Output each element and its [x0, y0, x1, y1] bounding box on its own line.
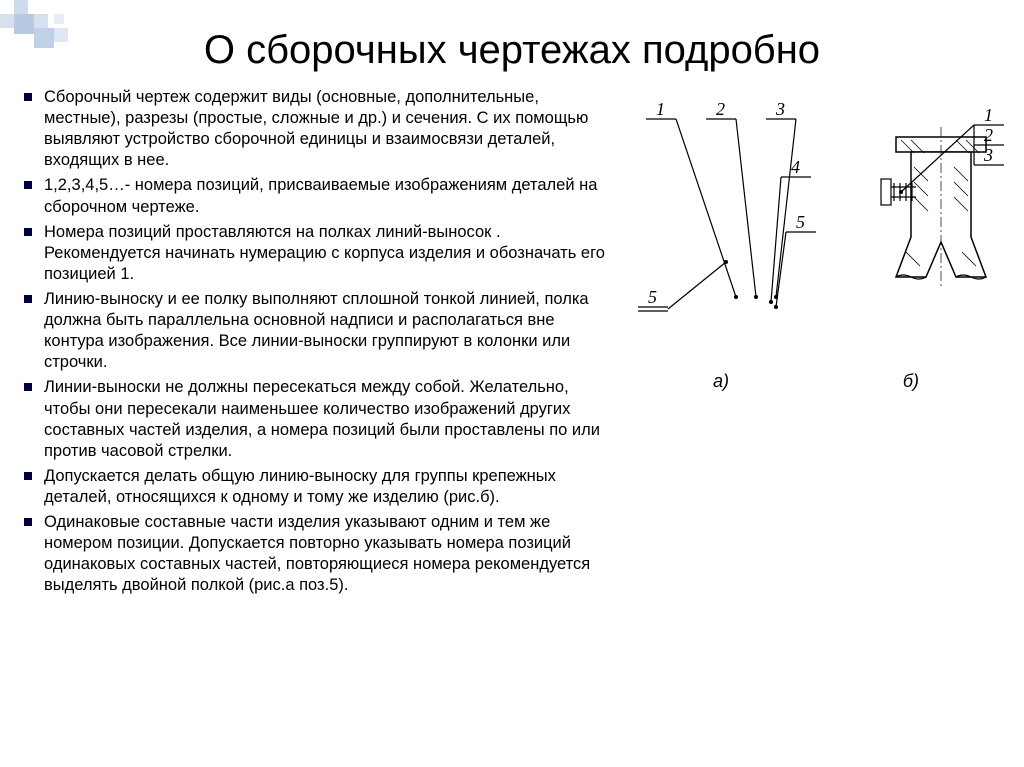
bullet-item: Линию-выноску и ее полку выполняют сплош… — [18, 289, 616, 373]
pos-number: 2 — [984, 125, 993, 145]
figure-label-b: б) — [903, 371, 919, 392]
bullet-item: Одинаковые составные части изделия указы… — [18, 512, 616, 596]
pos-number: 3 — [775, 99, 785, 119]
pos-number: 4 — [791, 157, 800, 177]
figure-label-a: а) — [713, 371, 729, 392]
pos-number: 5 — [648, 287, 657, 307]
bullet-item: Сборочный чертеж содержит виды (основные… — [18, 87, 616, 171]
corner-decoration — [0, 0, 90, 60]
bullet-item: 1,2,3,4,5…- номера позиций, присваиваемы… — [18, 175, 616, 217]
diagram-svg: 1 2 3 4 5 5 — [626, 97, 1006, 367]
text-column: Сборочный чертеж содержит виды (основные… — [18, 87, 626, 601]
pos-number: 2 — [716, 99, 725, 119]
pos-number: 5 — [796, 212, 805, 232]
figure-column: 1 2 3 4 5 5 — [626, 87, 1006, 601]
bullet-item: Допускается делать общую линию-выноску д… — [18, 466, 616, 508]
bullet-item: Номера позиций проставляются на полках л… — [18, 222, 616, 285]
pos-number: 3 — [983, 145, 993, 165]
bullet-list: Сборочный чертеж содержит виды (основные… — [18, 87, 616, 597]
bullet-item: Линии-выноски не должны пересекаться меж… — [18, 377, 616, 461]
page-title: О сборочных чертежах подробно — [0, 0, 1024, 87]
pos-number: 1 — [656, 99, 665, 119]
pos-number: 1 — [984, 105, 993, 125]
